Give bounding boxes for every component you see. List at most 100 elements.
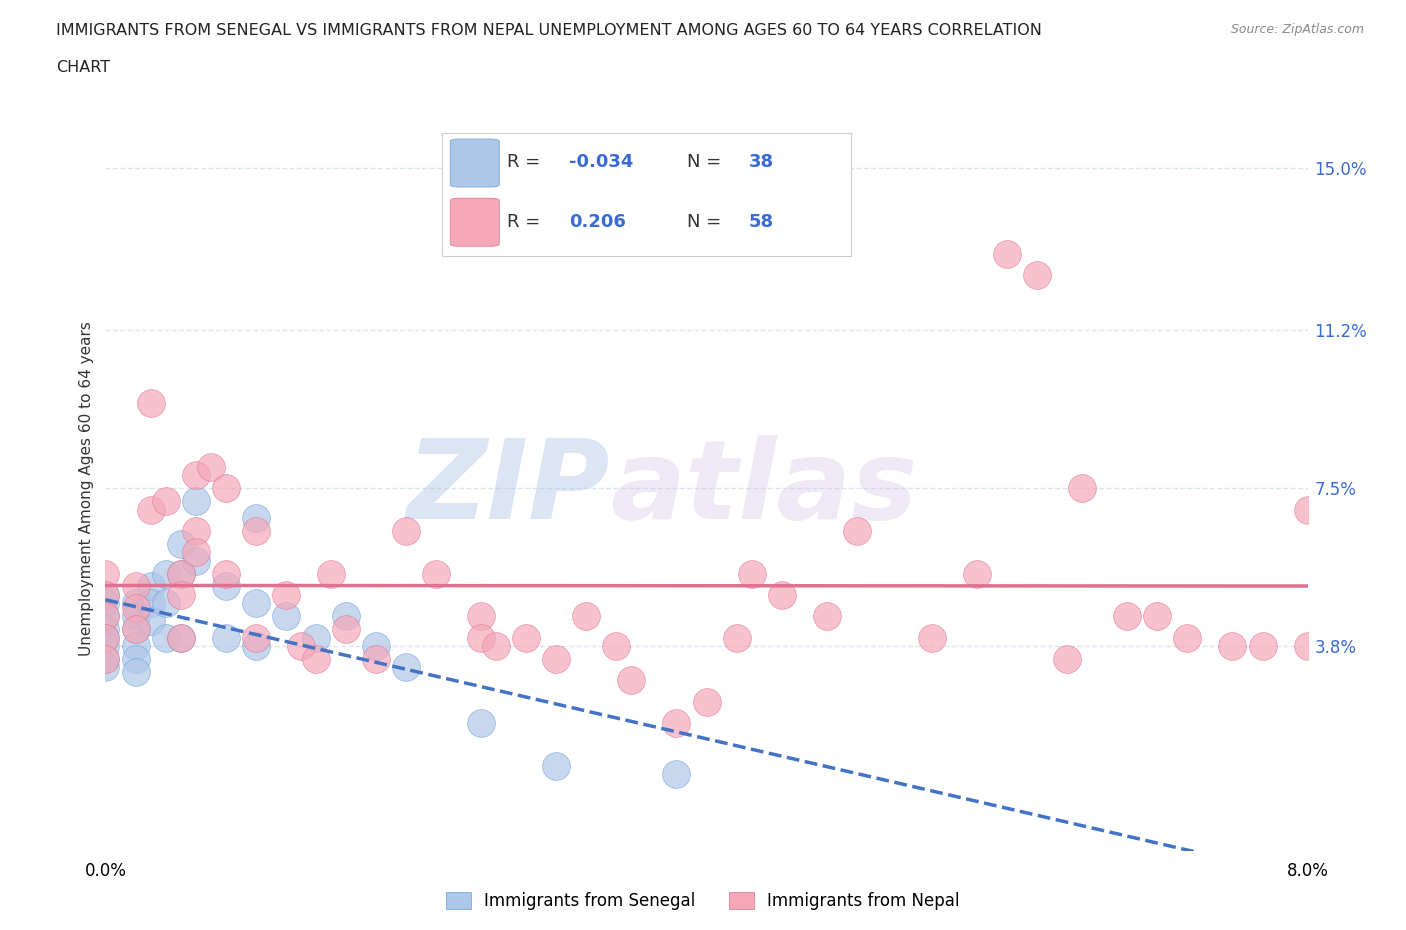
Point bbox=[274, 588, 297, 603]
Point bbox=[155, 494, 177, 509]
Point bbox=[1071, 481, 1094, 496]
Text: CHART: CHART bbox=[56, 60, 110, 75]
Y-axis label: Unemployment Among Ages 60 to 64 years: Unemployment Among Ages 60 to 64 years bbox=[79, 321, 94, 656]
Point bbox=[335, 609, 357, 624]
Point bbox=[605, 639, 627, 654]
Point bbox=[725, 631, 748, 645]
Point bbox=[335, 621, 357, 636]
Point bbox=[139, 596, 162, 611]
Point bbox=[139, 502, 162, 517]
Point bbox=[169, 631, 191, 645]
Point bbox=[184, 494, 207, 509]
Point bbox=[395, 524, 418, 538]
Point bbox=[124, 579, 146, 594]
Point bbox=[169, 566, 191, 581]
Point bbox=[94, 652, 117, 667]
Point bbox=[770, 588, 793, 603]
Point bbox=[425, 566, 447, 581]
Point bbox=[214, 566, 236, 581]
Point bbox=[470, 715, 492, 730]
Point bbox=[94, 660, 117, 675]
Point bbox=[274, 609, 297, 624]
Point bbox=[921, 631, 943, 645]
Point bbox=[214, 481, 236, 496]
Point bbox=[94, 609, 117, 624]
Point bbox=[184, 545, 207, 560]
Point bbox=[155, 631, 177, 645]
Point bbox=[319, 566, 342, 581]
Point bbox=[620, 672, 643, 687]
Point bbox=[741, 566, 763, 581]
Point bbox=[124, 664, 146, 679]
Point bbox=[94, 588, 117, 603]
Point bbox=[214, 631, 236, 645]
Point bbox=[184, 553, 207, 568]
Point bbox=[305, 631, 328, 645]
Point bbox=[665, 766, 688, 781]
Point bbox=[696, 694, 718, 709]
Point bbox=[1146, 609, 1168, 624]
Point bbox=[139, 613, 162, 628]
Legend: Immigrants from Senegal, Immigrants from Nepal: Immigrants from Senegal, Immigrants from… bbox=[440, 885, 966, 917]
Point bbox=[155, 566, 177, 581]
Point bbox=[245, 596, 267, 611]
Point bbox=[966, 566, 988, 581]
Point bbox=[139, 395, 162, 410]
Point bbox=[94, 609, 117, 624]
Point bbox=[245, 524, 267, 538]
Point bbox=[1296, 639, 1319, 654]
Point bbox=[169, 566, 191, 581]
Point bbox=[184, 524, 207, 538]
Text: atlas: atlas bbox=[610, 434, 918, 542]
Point bbox=[94, 631, 117, 645]
Point bbox=[470, 631, 492, 645]
Point bbox=[94, 631, 117, 645]
Point bbox=[124, 609, 146, 624]
Text: Source: ZipAtlas.com: Source: ZipAtlas.com bbox=[1230, 23, 1364, 36]
Point bbox=[546, 652, 568, 667]
Point bbox=[1056, 652, 1078, 667]
Point bbox=[1116, 609, 1139, 624]
Point bbox=[395, 660, 418, 675]
Point bbox=[815, 609, 838, 624]
Point bbox=[94, 652, 117, 667]
Point bbox=[124, 639, 146, 654]
Point bbox=[575, 609, 598, 624]
Point bbox=[94, 639, 117, 654]
Point bbox=[1296, 502, 1319, 517]
Point bbox=[845, 524, 868, 538]
Point bbox=[485, 639, 508, 654]
Point bbox=[94, 588, 117, 603]
Point bbox=[245, 511, 267, 525]
Point bbox=[1222, 639, 1244, 654]
Point bbox=[94, 621, 117, 636]
Point bbox=[155, 596, 177, 611]
Point bbox=[169, 631, 191, 645]
Point bbox=[200, 459, 222, 474]
Point bbox=[290, 639, 312, 654]
Point bbox=[364, 639, 387, 654]
Point bbox=[124, 652, 146, 667]
Point bbox=[515, 631, 537, 645]
Point bbox=[665, 715, 688, 730]
Point bbox=[184, 468, 207, 483]
Point bbox=[1251, 639, 1274, 654]
Text: IMMIGRANTS FROM SENEGAL VS IMMIGRANTS FROM NEPAL UNEMPLOYMENT AMONG AGES 60 TO 6: IMMIGRANTS FROM SENEGAL VS IMMIGRANTS FR… bbox=[56, 23, 1042, 38]
Point bbox=[546, 758, 568, 773]
Point bbox=[124, 621, 146, 636]
Point bbox=[470, 609, 492, 624]
Point bbox=[1175, 631, 1198, 645]
Point bbox=[94, 596, 117, 611]
Point bbox=[94, 566, 117, 581]
Point bbox=[245, 631, 267, 645]
Point bbox=[364, 652, 387, 667]
Point bbox=[169, 537, 191, 551]
Point bbox=[1026, 268, 1049, 283]
Point bbox=[124, 596, 146, 611]
Text: ZIP: ZIP bbox=[406, 434, 610, 542]
Point bbox=[245, 639, 267, 654]
Point bbox=[169, 588, 191, 603]
Point bbox=[124, 621, 146, 636]
Point bbox=[214, 579, 236, 594]
Point bbox=[995, 246, 1018, 261]
